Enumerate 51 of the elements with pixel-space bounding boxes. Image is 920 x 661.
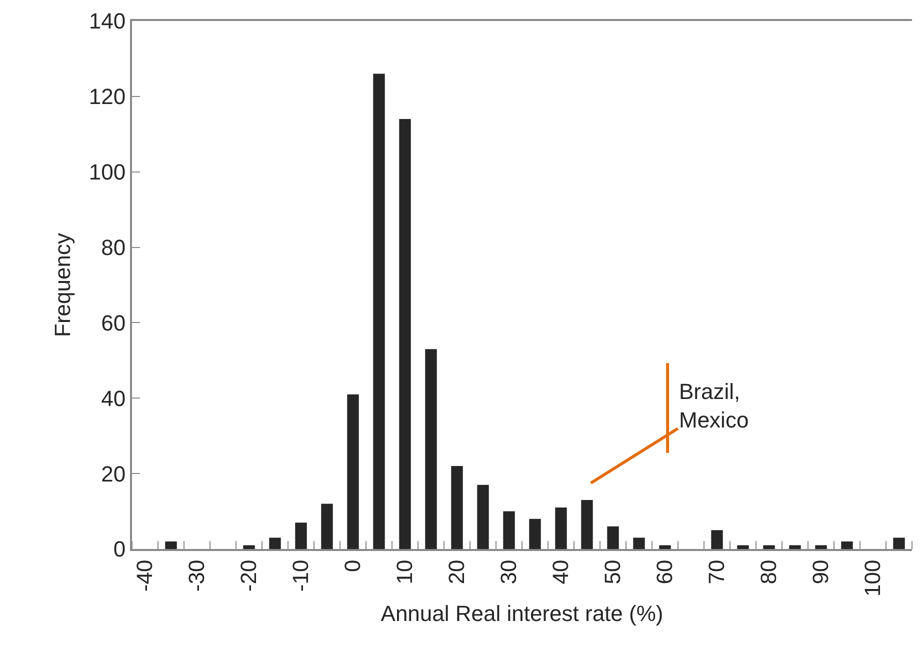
x-tick-label: 80: [756, 560, 782, 584]
x-tick-label: 90: [808, 560, 834, 584]
x-tick-label: -10: [288, 560, 314, 592]
x-tick-label: -20: [236, 560, 262, 592]
bar: [633, 538, 645, 549]
x-tick-label: 40: [548, 560, 574, 584]
bar: [165, 541, 177, 549]
bar: [659, 545, 671, 549]
bar: [711, 530, 723, 549]
x-tick-label: 60: [652, 560, 678, 584]
x-tick-label: 50: [600, 560, 626, 584]
bar: [243, 545, 255, 549]
annotation: Brazil, Mexico: [679, 379, 749, 433]
bar: [555, 508, 567, 549]
bar: [321, 504, 333, 549]
bar: [815, 545, 827, 549]
x-tick-label: 0: [340, 560, 366, 572]
y-tick-label: 40: [101, 386, 126, 411]
bar: [451, 466, 463, 549]
bar: [841, 541, 853, 549]
bar: [789, 545, 801, 549]
bar: [347, 394, 359, 549]
bar: [737, 545, 749, 549]
bar: [503, 511, 515, 549]
x-tick-label: 30: [496, 560, 522, 584]
x-tick-label: 10: [392, 560, 418, 584]
y-tick-label: 80: [101, 234, 126, 260]
y-tick-label: 100: [88, 160, 126, 185]
bar: [477, 484, 489, 549]
bar: [399, 119, 411, 549]
bar: [269, 538, 281, 549]
bar: [607, 526, 619, 549]
bar: [581, 500, 593, 549]
bar: [893, 538, 905, 549]
bar: [425, 349, 437, 549]
bar: [763, 545, 775, 549]
x-tick-label: -30: [184, 560, 210, 592]
x-tick-label: 100: [860, 560, 886, 597]
x-tick-label: -40: [132, 560, 158, 592]
bar: [373, 74, 385, 549]
y-axis-title: Frequency: [50, 233, 76, 337]
x-tick-label: 20: [444, 560, 470, 584]
x-axis-title: Annual Real interest rate (%): [380, 600, 664, 626]
y-tick-label: 60: [101, 310, 126, 336]
bar: [529, 518, 541, 549]
y-tick-label: 0: [113, 536, 126, 562]
y-tick-label: 140: [88, 8, 126, 34]
y-tick-label: 20: [101, 461, 126, 486]
y-tick-label: 120: [88, 84, 126, 110]
bar: [295, 522, 307, 549]
x-tick-label: 70: [704, 560, 730, 584]
